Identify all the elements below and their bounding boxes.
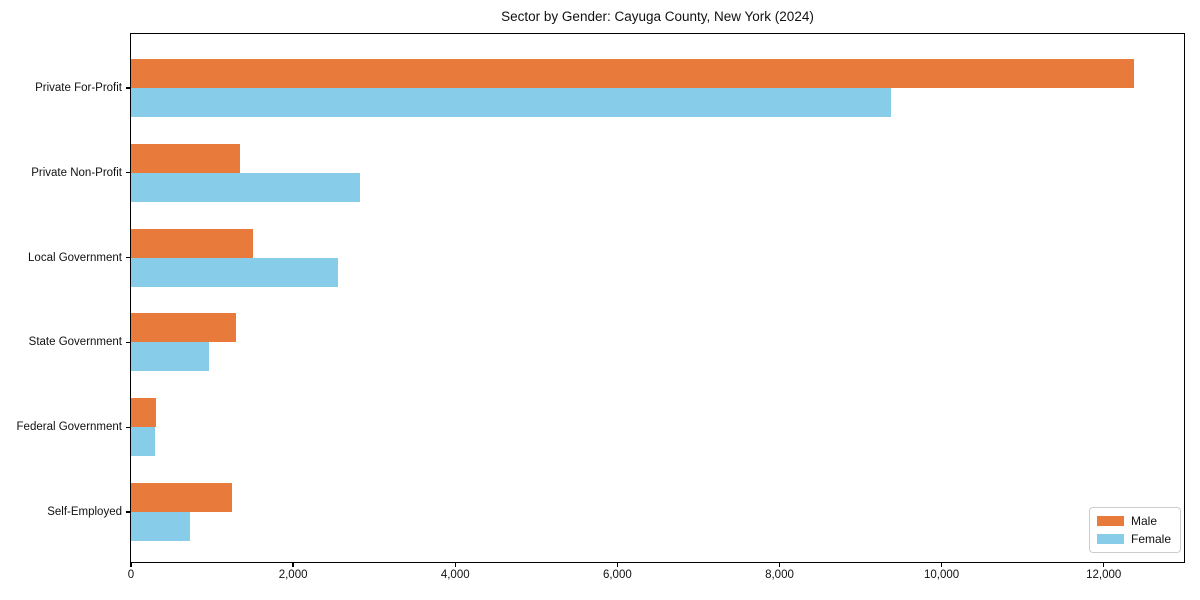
legend: Male Female xyxy=(1089,507,1181,553)
legend-label-male: Male xyxy=(1131,514,1158,528)
y-tick-federal-government xyxy=(126,426,130,428)
x-tick-label-8000: 8,000 xyxy=(765,569,794,581)
legend-item-male: Male xyxy=(1097,515,1172,527)
x-tick-label-2000: 2,000 xyxy=(278,569,308,581)
x-tick-label-0: 0 xyxy=(127,569,135,581)
x-tick-label-4000: 4,000 xyxy=(440,569,470,581)
bar-female-private-for-profit xyxy=(131,88,891,117)
y-tick-local-government xyxy=(126,256,130,259)
bar-male-private-for-profit xyxy=(131,59,1134,88)
bar-male-self-employed xyxy=(131,483,232,512)
chart-title: Sector by Gender: Cayuga County, New Yor… xyxy=(501,9,814,24)
y-tick-label-federal-government: Federal Government xyxy=(16,421,122,434)
legend-label-female: Female xyxy=(1131,532,1172,546)
x-tick-0 xyxy=(130,563,132,567)
y-tick-label-state-government: State Government xyxy=(28,336,122,349)
bar-female-state-government xyxy=(131,342,209,372)
male-series-swatch xyxy=(1097,516,1124,526)
x-tick-6000 xyxy=(616,563,619,567)
y-tick-label-private-for-profit: Private For-Profit xyxy=(35,82,122,94)
bar-male-state-government xyxy=(131,313,236,343)
bar-male-local-government xyxy=(131,228,253,258)
bar-male-federal-government xyxy=(131,398,156,428)
plot-area xyxy=(130,33,1185,563)
x-tick-2000 xyxy=(292,563,294,567)
y-tick-label-private-non-profit: Private Non-Profit xyxy=(31,166,122,179)
y-tick-label-self-employed: Self-Employed xyxy=(47,506,122,518)
bar-female-self-employed xyxy=(131,512,190,541)
y-tick-label-local-government: Local Government xyxy=(28,251,122,264)
x-tick-label-10000: 10,000 xyxy=(924,569,960,581)
female-series-swatch xyxy=(1097,534,1124,544)
bar-female-federal-government xyxy=(131,427,155,457)
x-tick-10000 xyxy=(940,563,943,567)
x-tick-4000 xyxy=(454,563,456,567)
bar-female-local-government xyxy=(131,257,338,287)
x-tick-label-12000: 12,000 xyxy=(1086,569,1122,581)
legend-item-female: Female xyxy=(1097,533,1172,545)
bar-male-private-non-profit xyxy=(131,143,240,173)
y-tick-private-for-profit xyxy=(126,87,130,89)
y-tick-private-non-profit xyxy=(126,172,130,174)
x-tick-8000 xyxy=(778,563,781,567)
y-tick-self-employed xyxy=(126,511,130,513)
x-tick-label-6000: 6,000 xyxy=(602,569,632,581)
bar-female-private-non-profit xyxy=(131,172,360,202)
y-tick-state-government xyxy=(126,341,130,344)
x-tick-12000 xyxy=(1103,563,1105,567)
